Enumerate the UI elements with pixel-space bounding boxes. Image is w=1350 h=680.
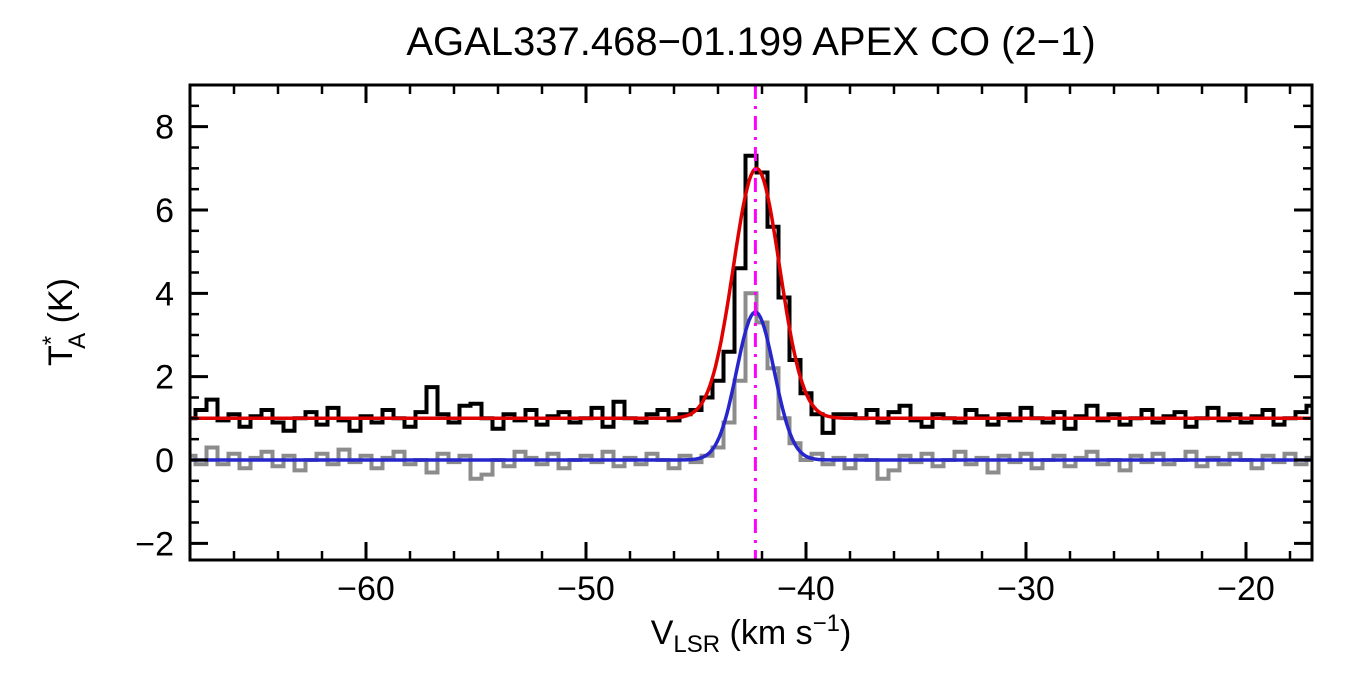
y-tick-label: 8 [155, 109, 174, 147]
baseline-subtracted-spectrum-trace [190, 291, 1312, 481]
y-tick-label: 0 [155, 442, 174, 480]
x-axis-label: VLSR (km s−1) [651, 610, 852, 658]
x-label-unit-close: ) [840, 614, 851, 652]
observed-spectrum-trace [190, 153, 1312, 435]
y-tick-label: −2 [135, 525, 174, 563]
x-tick-label: −40 [777, 570, 835, 608]
series-layer [190, 85, 1312, 560]
x-label-subscript: LSR [673, 631, 720, 658]
x-label-main: V [651, 614, 674, 652]
x-tick-label: −50 [557, 570, 615, 608]
y-label-subscript: A [64, 333, 91, 349]
y-label-superscript: * [38, 336, 65, 345]
y-axis-label: T*A (K) [38, 278, 91, 366]
plot-frame [188, 83, 1314, 562]
y-tick-label: 6 [155, 192, 174, 230]
y-label-unit: (K) [42, 278, 80, 333]
gaussian-fit-subtracted-curve [190, 310, 1312, 462]
y-tick-label: 2 [155, 359, 174, 397]
x-label-unit: (km s [720, 614, 813, 652]
gaussian-fit-observed-curve [190, 166, 1312, 421]
x-label-exponent: −1 [813, 610, 840, 637]
x-tick-label: −60 [337, 570, 395, 608]
y-label-main: T [42, 345, 80, 366]
plot-title: AGAL337.468−01.199 APEX CO (2−1) [406, 20, 1095, 64]
y-tick-label: 4 [155, 275, 174, 313]
x-tick-label: −20 [1217, 570, 1275, 608]
x-tick-label: −30 [997, 570, 1055, 608]
